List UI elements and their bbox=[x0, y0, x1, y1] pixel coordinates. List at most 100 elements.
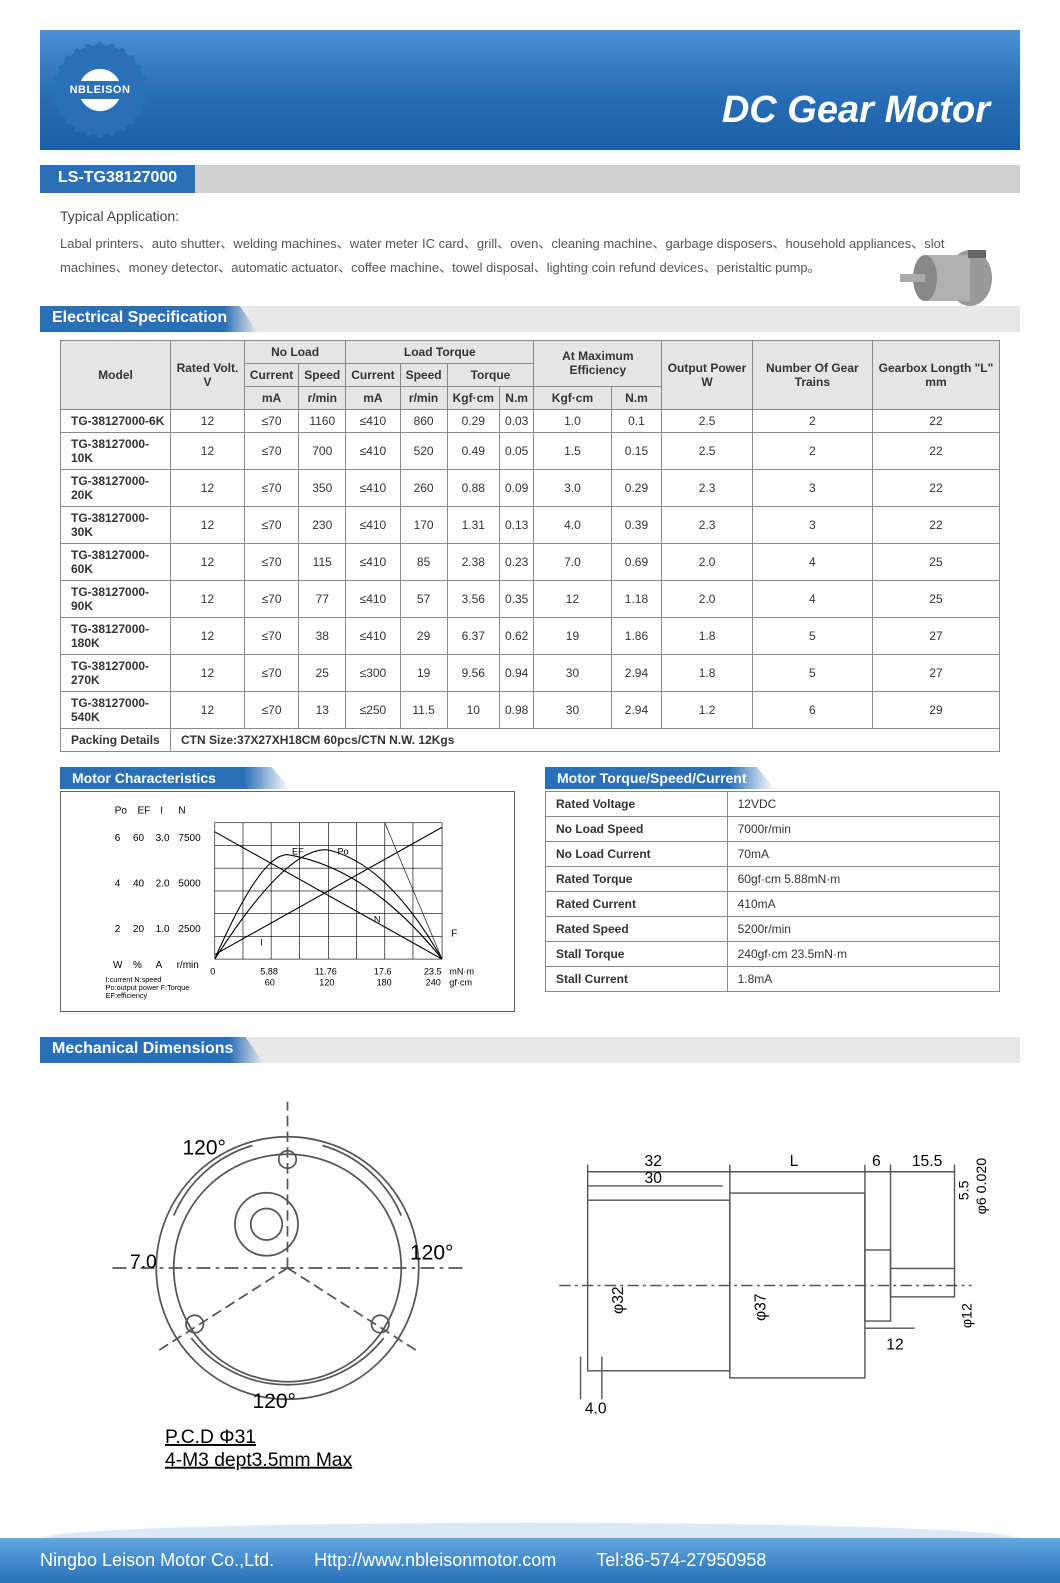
param-row: Rated Torque60gf·cm 5.88mN·m bbox=[546, 866, 1000, 891]
electrical-section-bar: Electrical Specification bbox=[40, 306, 1020, 332]
table-cell: 3.0 bbox=[534, 469, 611, 506]
table-cell: TG-38127000-180K bbox=[61, 617, 171, 654]
svg-text:1.0: 1.0 bbox=[156, 924, 170, 935]
th-length: Gearbox Longth "L" mm bbox=[872, 340, 999, 409]
table-cell: 0.05 bbox=[499, 432, 533, 469]
th-nm2: N.m bbox=[611, 386, 662, 409]
table-cell: 13 bbox=[299, 691, 346, 728]
table-row: TG-38127000-60K12≤70115≤410852.380.237.0… bbox=[61, 543, 1000, 580]
th-ma1: mA bbox=[244, 386, 298, 409]
table-cell: 10 bbox=[447, 691, 499, 728]
table-cell: 9.56 bbox=[447, 654, 499, 691]
table-cell: 25 bbox=[299, 654, 346, 691]
svg-text:5.5: 5.5 bbox=[957, 1180, 973, 1200]
table-cell: 38 bbox=[299, 617, 346, 654]
table-cell: 0.39 bbox=[611, 506, 662, 543]
svg-text:11.76: 11.76 bbox=[315, 967, 337, 977]
th-volt: Rated Volt. V bbox=[171, 340, 245, 409]
table-cell: 2.3 bbox=[662, 469, 752, 506]
svg-text:2500: 2500 bbox=[178, 924, 201, 935]
table-cell: 30 bbox=[534, 691, 611, 728]
table-cell: 12 bbox=[171, 580, 245, 617]
application-body: Labal printers、auto shutter、welding mach… bbox=[60, 232, 1000, 281]
table-cell: 1.31 bbox=[447, 506, 499, 543]
table-row: TG-38127000-90K12≤7077≤410573.560.35121.… bbox=[61, 580, 1000, 617]
param-value: 410mA bbox=[727, 891, 999, 916]
table-cell: 0.15 bbox=[611, 432, 662, 469]
spec-table: Model Rated Volt. V No Load Load Torque … bbox=[60, 340, 1000, 752]
th-model: Model bbox=[61, 340, 171, 409]
table-cell: 0.88 bbox=[447, 469, 499, 506]
table-cell: 2.5 bbox=[662, 409, 752, 432]
table-cell: ≤410 bbox=[346, 543, 400, 580]
table-cell: 57 bbox=[400, 580, 447, 617]
table-cell: ≤70 bbox=[244, 617, 298, 654]
table-cell: 25 bbox=[872, 580, 999, 617]
table-cell: 700 bbox=[299, 432, 346, 469]
svg-text:5000: 5000 bbox=[178, 878, 201, 889]
param-key: Rated Speed bbox=[546, 916, 728, 941]
table-cell: 0.29 bbox=[447, 409, 499, 432]
svg-text:120°: 120° bbox=[253, 1390, 296, 1413]
table-cell: 6.37 bbox=[447, 617, 499, 654]
company-logo: NBLEISON bbox=[55, 45, 145, 135]
table-cell: TG-38127000-20K bbox=[61, 469, 171, 506]
table-cell: 0.09 bbox=[499, 469, 533, 506]
footer-url: Http://www.nbleisonmotor.com bbox=[314, 1550, 556, 1571]
th-gears: Number Of Gear Trains bbox=[752, 340, 872, 409]
th-nl-speed: Speed bbox=[299, 363, 346, 386]
svg-text:30: 30 bbox=[645, 1170, 663, 1187]
svg-text:120°: 120° bbox=[410, 1241, 453, 1264]
table-cell: ≤70 bbox=[244, 691, 298, 728]
table-cell: 1.8 bbox=[662, 654, 752, 691]
table-cell: 2.38 bbox=[447, 543, 499, 580]
param-value: 240gf·cm 23.5mN·m bbox=[727, 941, 999, 966]
table-cell: 0.35 bbox=[499, 580, 533, 617]
table-cell: 1.8 bbox=[662, 617, 752, 654]
table-cell: 2.3 bbox=[662, 506, 752, 543]
table-cell: ≤300 bbox=[346, 654, 400, 691]
param-table: Rated Voltage12VDCNo Load Speed7000r/min… bbox=[545, 791, 1000, 992]
svg-text:120°: 120° bbox=[183, 1136, 226, 1159]
table-cell: 2 bbox=[752, 409, 872, 432]
table-cell: 19 bbox=[400, 654, 447, 691]
svg-text:EF: EF bbox=[138, 806, 151, 817]
th-ma2: mA bbox=[346, 386, 400, 409]
table-cell: 11.5 bbox=[400, 691, 447, 728]
table-cell: ≤410 bbox=[346, 469, 400, 506]
svg-text:32: 32 bbox=[645, 1153, 662, 1170]
svg-text:EF: EF bbox=[292, 847, 304, 857]
table-cell: 0.13 bbox=[499, 506, 533, 543]
svg-text:2.0: 2.0 bbox=[156, 878, 170, 889]
table-cell: ≤70 bbox=[244, 654, 298, 691]
table-cell: 260 bbox=[400, 469, 447, 506]
param-row: Rated Voltage12VDC bbox=[546, 791, 1000, 816]
svg-text:mN·m: mN·m bbox=[449, 967, 474, 977]
table-cell: 0.49 bbox=[447, 432, 499, 469]
table-cell: 2.94 bbox=[611, 654, 662, 691]
table-cell: 0.23 bbox=[499, 543, 533, 580]
th-l-current: Current bbox=[346, 363, 400, 386]
table-cell: ≤410 bbox=[346, 506, 400, 543]
param-key: Stall Current bbox=[546, 966, 728, 991]
table-cell: TG-38127000-6K bbox=[61, 409, 171, 432]
table-cell: 2.94 bbox=[611, 691, 662, 728]
th-l-torque: Torque bbox=[447, 363, 534, 386]
table-row: TG-38127000-10K12≤70700≤4105200.490.051.… bbox=[61, 432, 1000, 469]
svg-text:φ32: φ32 bbox=[610, 1286, 627, 1314]
svg-text:EF:efficiency: EF:efficiency bbox=[106, 991, 148, 1000]
front-view-drawing: 120° 120° 120° 7.0 P.C.D Φ31 4-M3 dept3.… bbox=[60, 1093, 515, 1478]
th-output: Output Power W bbox=[662, 340, 752, 409]
param-row: Stall Torque240gf·cm 23.5mN·m bbox=[546, 941, 1000, 966]
th-kgfcm1: Kgf·cm bbox=[447, 386, 499, 409]
table-cell: 22 bbox=[872, 409, 999, 432]
param-value: 60gf·cm 5.88mN·m bbox=[727, 866, 999, 891]
table-row: TG-38127000-30K12≤70230≤4101701.310.134.… bbox=[61, 506, 1000, 543]
svg-text:I: I bbox=[260, 937, 263, 947]
param-value: 7000r/min bbox=[727, 816, 999, 841]
table-cell: 27 bbox=[872, 617, 999, 654]
svg-text:6: 6 bbox=[872, 1153, 881, 1170]
table-cell: 12 bbox=[171, 543, 245, 580]
table-cell: ≤410 bbox=[346, 432, 400, 469]
logo-text: NBLEISON bbox=[64, 81, 137, 99]
